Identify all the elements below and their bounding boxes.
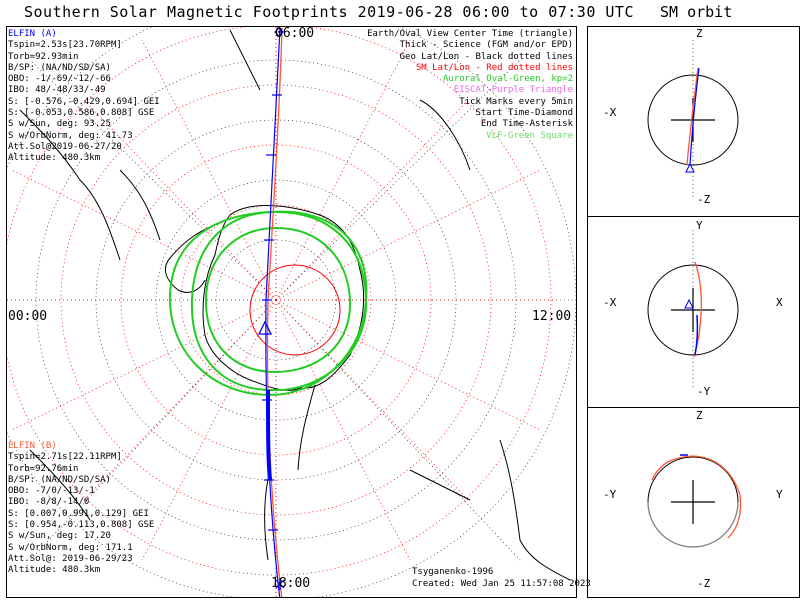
coastlines	[19, 29, 571, 581]
sm-pole-circle	[249, 264, 341, 356]
stat-line: Torb=92.93min	[8, 51, 79, 62]
legend-item: Thick - Science (FGM and/or EPD)	[399, 40, 573, 51]
orbit-2-bottom-label: -Y	[697, 385, 711, 398]
clock-label-top: 06:00	[275, 26, 315, 41]
legend-item: EISCAT-Purple Triangle	[453, 85, 573, 96]
legend-item: Tick Marks every 5min	[459, 96, 573, 107]
elfin-a-stats: ELFIN (A) Tspin=2.53s[23.70RPM] Torb=92.…	[8, 29, 160, 165]
stat-line: S: [0.007,0.991,0.129] GEI	[8, 508, 149, 519]
stat-line: S w/OrbNorm, deg: 171.1	[8, 542, 133, 553]
clock-label-bottom: 18:00	[271, 576, 311, 591]
orbit-1-left-label: -X	[603, 106, 617, 119]
legend-item: SM Lat/Lon - Red dotted lines	[415, 62, 573, 73]
orbit-title: SM orbit	[660, 3, 733, 21]
stat-line: IBO: 48/-48/33/-49	[8, 85, 106, 96]
orbit-3-left-label: -Y	[603, 488, 617, 501]
footprint-ticks	[262, 94, 282, 531]
end-asterisk	[275, 578, 285, 590]
footprint-map-frame	[6, 26, 577, 598]
orbit-2-right-label: X	[776, 296, 783, 309]
orbit-3-top-label: Z	[696, 409, 703, 422]
orbit-2-left-label: -X	[603, 296, 617, 309]
orbit-1-bottom-label: -Z	[697, 193, 711, 206]
start-diamond	[274, 27, 284, 37]
legend-item: End Time-Asterisk	[480, 119, 573, 130]
stat-line: B/SP: (NA/ND/SD/SA)	[8, 474, 111, 485]
stat-line: S w/OrbNorm, deg: 41.73	[8, 130, 133, 141]
stat-line: OBO: -1/-69/-12/-66	[8, 74, 111, 85]
stat-line: S w/Sun, deg: 93.25	[8, 119, 111, 130]
orbit-3-bottom-label: -Z	[697, 577, 711, 590]
stat-line: S: [-0.576,-0.429,0.694] GEI	[8, 96, 160, 107]
plot-title: Southern Solar Magnetic Footprints 2019-…	[24, 3, 634, 21]
orbit-plots	[647, 40, 742, 548]
legend-item: Start Time-Diamond	[475, 108, 573, 119]
clock-label-right: 12:00	[532, 309, 572, 324]
footprint-b	[266, 27, 283, 597]
stat-line: OBO: -7/0/-13/-1	[8, 486, 95, 497]
orbit-3-right-label: Y	[776, 488, 783, 501]
clock-label-left: 00:00	[8, 309, 48, 324]
map-legend: Earth/Oval View Center Time (triangle) T…	[367, 29, 573, 142]
orbit-1-top-label: Z	[696, 27, 703, 40]
legend-item: Earth/Oval View Center Time (triangle)	[367, 29, 573, 39]
stat-line: Altitude: 480.3km	[8, 565, 101, 576]
legend-item: Geo Lat/Lon - Black dotted lines	[399, 51, 573, 62]
stat-line: IBO: -8/8/-14/0	[8, 497, 90, 508]
view-center-triangle	[257, 320, 273, 335]
orbit-2-top-label: Y	[696, 219, 703, 232]
stat-line: Tspin=2.53s[23.70RPM]	[8, 40, 122, 51]
legend-item: Auroral Oval-Green, kp=2	[442, 74, 573, 85]
elfin-b-stats: ELFIN (B) Tspin=2.71s[22.11RPM] Torb=92.…	[8, 441, 154, 577]
elfin-a-name: ELFIN (A)	[8, 29, 57, 39]
stat-line: Torb=92.76min	[8, 463, 79, 474]
created-timestamp: Created: Wed Jan 25 11:57:08 2023	[412, 579, 591, 589]
stat-line: S: [-0.053,0.586,0.808] GSE	[8, 108, 155, 119]
stat-line: Att.Sol@2019-06-27/20	[8, 141, 122, 152]
stat-line: Att.Sol@: 2019-06-29/23	[8, 553, 133, 564]
stat-line: S: [0.954,-0.113,0.808] GSE	[8, 520, 155, 531]
stat-line: S w/Sun, deg: 17.20	[8, 531, 111, 542]
elfin-b-name: ELFIN (B)	[8, 441, 57, 451]
stat-line: B/SP: (NA/ND/SD/SA)	[8, 62, 111, 73]
stat-line: Altitude: 480.3km	[8, 153, 101, 164]
stat-line: Tspin=2.71s[22.11RPM]	[8, 452, 122, 463]
legend-item: VLF-Green Square	[486, 130, 573, 141]
model-credit: Tsyganenko-1996	[412, 567, 494, 577]
